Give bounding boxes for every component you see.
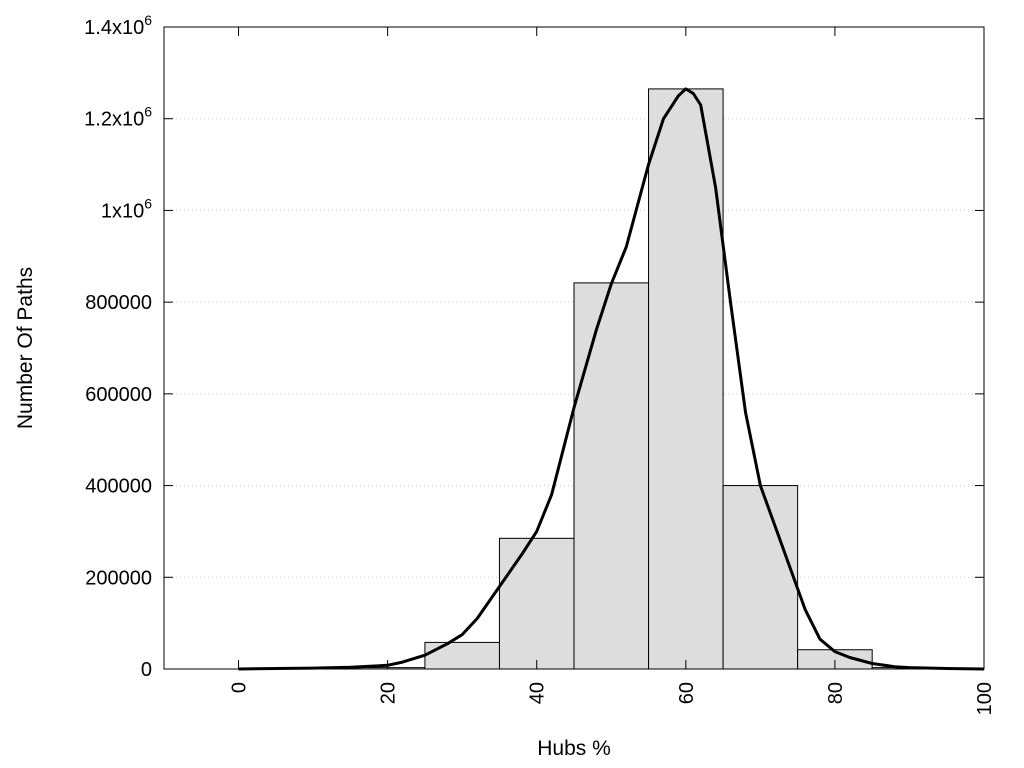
y-axis-title: Number Of Paths [14, 267, 37, 429]
histogram-bars [349, 88, 948, 670]
histogram-bar [424, 641, 500, 670]
plot-frame [163, 26, 985, 670]
y-tick-label: 200000 [85, 567, 152, 589]
y-tick-label: 600000 [85, 384, 152, 406]
y-tick-label: 1.2x106 [84, 104, 152, 131]
histogram-bar [648, 88, 724, 670]
x-tick-label: 40 [527, 682, 549, 704]
x-axis-ticks: 0 20 40 60 80 100 [229, 27, 996, 715]
y-tick-label: 800000 [85, 292, 152, 314]
y-tick-label: 400000 [85, 476, 152, 498]
grid-lines [164, 118, 984, 578]
histogram-bar [722, 485, 799, 670]
x-tick-label: 0 [229, 682, 251, 693]
density-curve [238, 87, 985, 671]
histogram-bar [498, 537, 575, 670]
x-tick-label: 100 [974, 682, 996, 715]
y-axis-ticks: 0 200000 400000 600000 800000 1x106 1.2x106 1.4… [84, 12, 984, 681]
histogram-bar [573, 282, 650, 670]
y-tick-label: 1.4x106 [84, 12, 152, 39]
y-tick-label: 0 [141, 659, 152, 681]
y-tick-label: 1x106 [101, 195, 152, 222]
x-axis-title: Hubs % [537, 737, 611, 760]
x-tick-label: 80 [825, 682, 847, 704]
x-tick-label: 60 [676, 682, 698, 704]
x-tick-label: 20 [378, 682, 400, 704]
